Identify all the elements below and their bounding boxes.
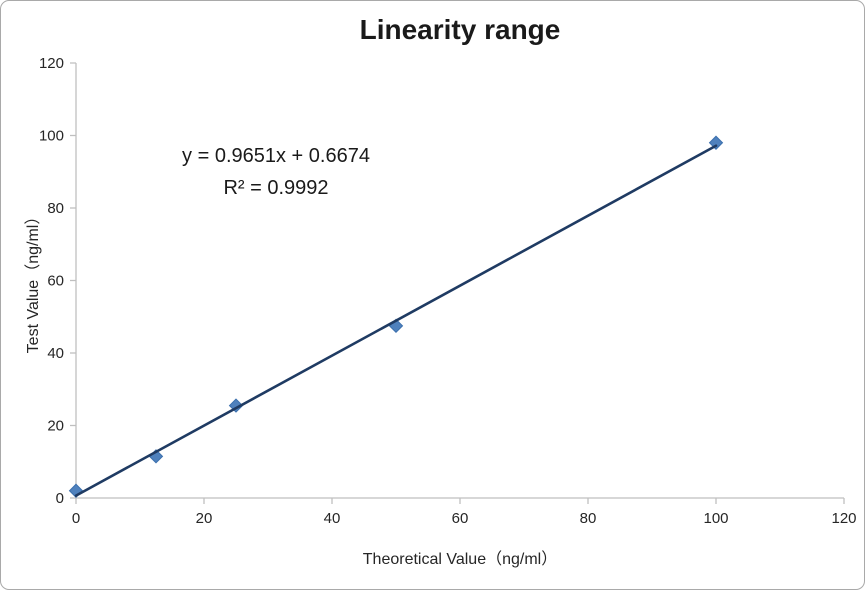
y-tick-label: 40 — [47, 345, 64, 362]
chart-title: Linearity range — [359, 14, 561, 45]
x-tick-label: 40 — [324, 510, 341, 527]
x-tick-label: 120 — [831, 510, 856, 527]
trendline-annotation: y = 0.9651x + 0.6674 R² = 0.9992 — [136, 140, 416, 204]
x-axis-title: Theoretical Value（ng/ml） — [362, 551, 558, 568]
y-tick-label: 0 — [56, 490, 64, 507]
y-tick-label: 20 — [47, 418, 64, 435]
y-tick-label: 100 — [39, 128, 64, 145]
x-tick-label: 0 — [72, 510, 80, 527]
x-tick-label: 80 — [580, 510, 597, 527]
y-tick-label: 120 — [39, 55, 64, 72]
trendline — [74, 144, 718, 497]
x-tick-label: 100 — [703, 510, 728, 527]
x-tick-label: 20 — [196, 510, 213, 527]
y-tick-label: 80 — [47, 200, 64, 217]
y-tick-label: 60 — [47, 273, 64, 290]
y-axis-title: Test Value（ng/ml） — [25, 208, 42, 354]
trendline-equation: y = 0.9651x + 0.6674 — [182, 145, 370, 167]
data-point-marker — [708, 135, 724, 150]
x-tick-label: 60 — [452, 510, 469, 527]
trendline-r-squared: R² = 0.9992 — [223, 177, 329, 199]
